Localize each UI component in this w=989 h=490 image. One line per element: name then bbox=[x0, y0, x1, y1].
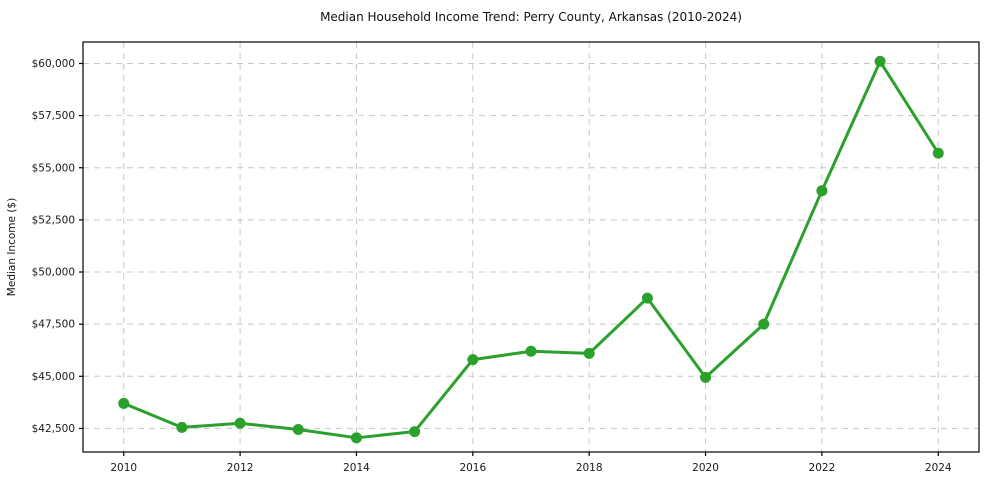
data-point-2013 bbox=[292, 423, 304, 435]
y-tick-label: $57,500 bbox=[32, 110, 75, 122]
chart-title: Median Household Income Trend: Perry Cou… bbox=[320, 10, 742, 24]
data-point-2023 bbox=[874, 55, 886, 67]
x-tick-label: 2016 bbox=[459, 462, 486, 474]
data-point-2020 bbox=[700, 371, 712, 383]
y-tick-label: $55,000 bbox=[32, 162, 75, 174]
plot-border bbox=[82, 41, 980, 453]
data-point-2016 bbox=[467, 354, 479, 366]
x-tick-label: 2010 bbox=[110, 462, 137, 474]
trend-line bbox=[122, 59, 940, 440]
x-tick-label: 2012 bbox=[227, 462, 254, 474]
y-axis-label: Median Income ($) bbox=[6, 198, 18, 296]
x-tick-label: 2020 bbox=[692, 462, 719, 474]
data-point-2022 bbox=[816, 185, 828, 197]
x-tick-label: 2024 bbox=[925, 462, 952, 474]
data-point-2012 bbox=[234, 417, 246, 429]
y-tick-label: $42,500 bbox=[32, 423, 75, 435]
y-tick-label: $50,000 bbox=[32, 267, 75, 279]
x-tick-label: 2022 bbox=[809, 462, 836, 474]
y-tick-label: $45,000 bbox=[32, 371, 75, 383]
x-tick-label: 2014 bbox=[343, 462, 370, 474]
y-tick-label: $60,000 bbox=[32, 58, 75, 70]
data-point-2021 bbox=[758, 318, 770, 330]
x-tick-label: 2018 bbox=[576, 462, 603, 474]
data-point-2019 bbox=[641, 292, 653, 304]
data-point-2010 bbox=[118, 397, 130, 409]
data-point-2017 bbox=[525, 345, 537, 357]
y-tick-label: $47,500 bbox=[32, 319, 75, 331]
data-point-2014 bbox=[350, 432, 362, 444]
data-point-2011 bbox=[176, 421, 188, 433]
data-point-2015 bbox=[409, 426, 421, 438]
y-tick-label: $52,500 bbox=[32, 214, 75, 226]
plot-area: 2010 2012 2014 2016 2018 2020 2022 2024 $42,500 $… bbox=[32, 41, 980, 474]
data-point-2018 bbox=[583, 347, 595, 359]
data-point-2024 bbox=[932, 147, 944, 159]
